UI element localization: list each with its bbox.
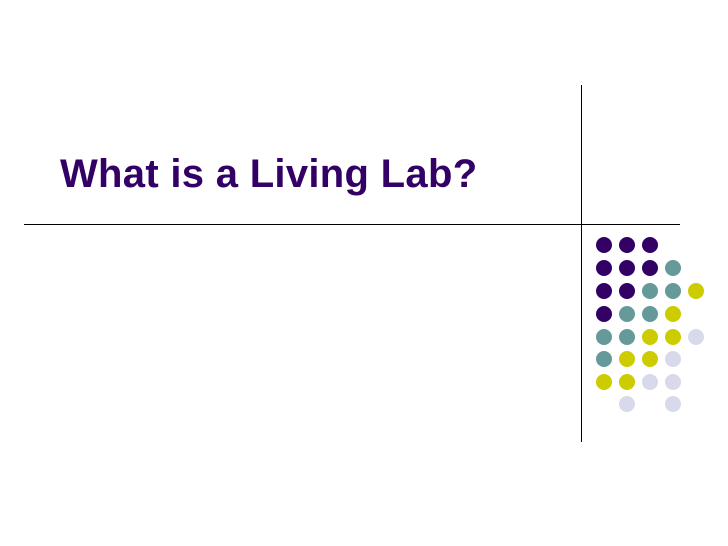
decorative-dot xyxy=(619,396,635,412)
decorative-dot xyxy=(619,306,635,322)
vertical-divider xyxy=(581,85,582,442)
decorative-dot xyxy=(619,329,635,345)
decorative-dot xyxy=(665,306,681,322)
decorative-dot xyxy=(596,260,612,276)
decorative-dot xyxy=(619,374,635,390)
decorative-dot xyxy=(596,351,612,367)
decorative-dot xyxy=(688,283,704,299)
decorative-dot xyxy=(619,260,635,276)
horizontal-divider xyxy=(24,224,680,225)
decorative-dot xyxy=(596,329,612,345)
decorative-dot xyxy=(642,237,658,253)
decorative-dot xyxy=(596,283,612,299)
decorative-dot xyxy=(642,329,658,345)
decorative-dot xyxy=(665,260,681,276)
decorative-dot xyxy=(596,237,612,253)
decorative-dot xyxy=(642,283,658,299)
decorative-dot xyxy=(596,306,612,322)
decorative-dot xyxy=(642,351,658,367)
decorative-dot xyxy=(688,329,704,345)
decorative-dot xyxy=(665,351,681,367)
decorative-dot xyxy=(665,283,681,299)
decorative-dot xyxy=(619,237,635,253)
decorative-dot xyxy=(642,374,658,390)
decorative-dot xyxy=(596,374,612,390)
decorative-dot xyxy=(642,306,658,322)
slide-title: What is a Living Lab? xyxy=(60,152,478,196)
decorative-dot xyxy=(642,260,658,276)
decorative-dot xyxy=(665,396,681,412)
decorative-dot xyxy=(619,351,635,367)
decorative-dot xyxy=(619,283,635,299)
decorative-dot xyxy=(665,329,681,345)
decorative-dot xyxy=(665,374,681,390)
